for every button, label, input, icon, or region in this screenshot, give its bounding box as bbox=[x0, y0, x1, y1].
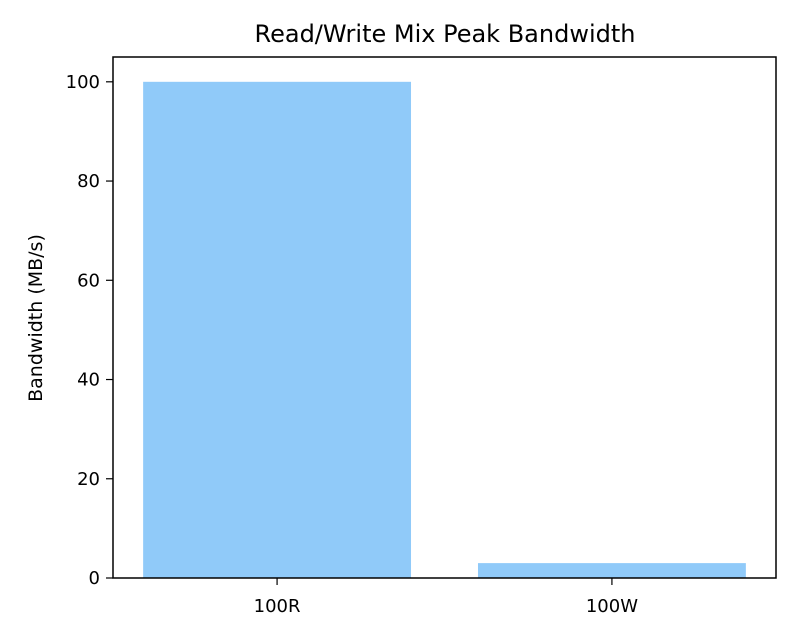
y-axis-ticks: 0 20 40 60 80 100 bbox=[66, 72, 113, 589]
x-tick-label: 100R bbox=[254, 596, 301, 617]
y-tick-label: 0 bbox=[89, 568, 100, 589]
chart-title: Read/Write Mix Peak Bandwidth bbox=[255, 20, 636, 48]
y-tick-label: 40 bbox=[77, 370, 100, 391]
x-tick-label: 100W bbox=[586, 596, 638, 617]
y-tick-label: 100 bbox=[66, 72, 100, 93]
y-tick-label: 60 bbox=[77, 270, 100, 291]
y-tick-label: 80 bbox=[77, 171, 100, 192]
x-axis-ticks: 100R 100W bbox=[254, 578, 638, 617]
bar-100w bbox=[477, 563, 746, 578]
y-tick-label: 20 bbox=[77, 469, 100, 490]
y-axis-label: Bandwidth (MB/s) bbox=[25, 234, 47, 402]
plot-frame bbox=[112, 56, 777, 579]
bars-group bbox=[143, 81, 746, 579]
bar-100r bbox=[143, 81, 412, 579]
